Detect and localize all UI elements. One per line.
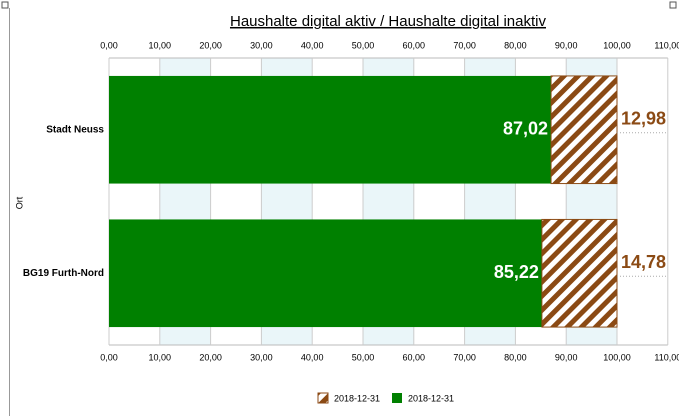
bar-segment [109, 219, 542, 328]
x-tick-label: 50,00 [352, 352, 375, 362]
x-tick-label: 100,00 [603, 40, 631, 50]
legend-swatch [392, 393, 402, 403]
data-label: 14,78 [621, 252, 666, 272]
legend-swatch [317, 392, 329, 404]
data-label: 12,98 [621, 109, 666, 129]
data-label: 85,22 [494, 262, 539, 282]
frame-icon [1, 1, 9, 9]
x-tick-label: 50,00 [352, 40, 375, 50]
x-tick-label: 70,00 [453, 352, 476, 362]
y-tick-label: Stadt Neuss [46, 124, 104, 135]
y-tick-label: BG19 Furth-Nord [23, 268, 104, 279]
x-tick-label: 30,00 [250, 352, 273, 362]
x-tick-label: 90,00 [555, 40, 578, 50]
x-tick-label: 90,00 [555, 352, 578, 362]
y-axis-label: Ort [14, 196, 24, 209]
x-tick-label: 110,00 [654, 40, 679, 50]
x-tick-label: 60,00 [403, 40, 426, 50]
legend-label: 2018-12-31 [334, 393, 380, 403]
x-tick-label: 40,00 [301, 352, 324, 362]
x-tick-label: 20,00 [199, 40, 222, 50]
x-tick-label: 110,00 [654, 352, 679, 362]
x-tick-label: 60,00 [403, 352, 426, 362]
x-tick-label: 10,00 [149, 352, 172, 362]
bar-segment [550, 75, 618, 185]
bar-segment [541, 218, 618, 328]
x-tick-label: 10,00 [149, 40, 172, 50]
x-tick-label: 100,00 [603, 352, 631, 362]
x-tick-label: 0,00 [100, 352, 118, 362]
frame-icon [669, 1, 677, 9]
bar-segment [109, 75, 552, 184]
x-tick-label: 0,00 [100, 40, 118, 50]
chart-title: Haushalte digital aktiv / Haushalte digi… [230, 13, 547, 30]
x-tick-label: 30,00 [250, 40, 273, 50]
x-tick-label: 80,00 [504, 352, 527, 362]
data-label: 87,02 [503, 119, 548, 139]
x-tick-label: 70,00 [453, 40, 476, 50]
x-tick-label: 80,00 [504, 40, 527, 50]
x-tick-label: 40,00 [301, 40, 324, 50]
legend-label: 2018-12-31 [408, 393, 454, 403]
x-tick-label: 20,00 [199, 352, 222, 362]
